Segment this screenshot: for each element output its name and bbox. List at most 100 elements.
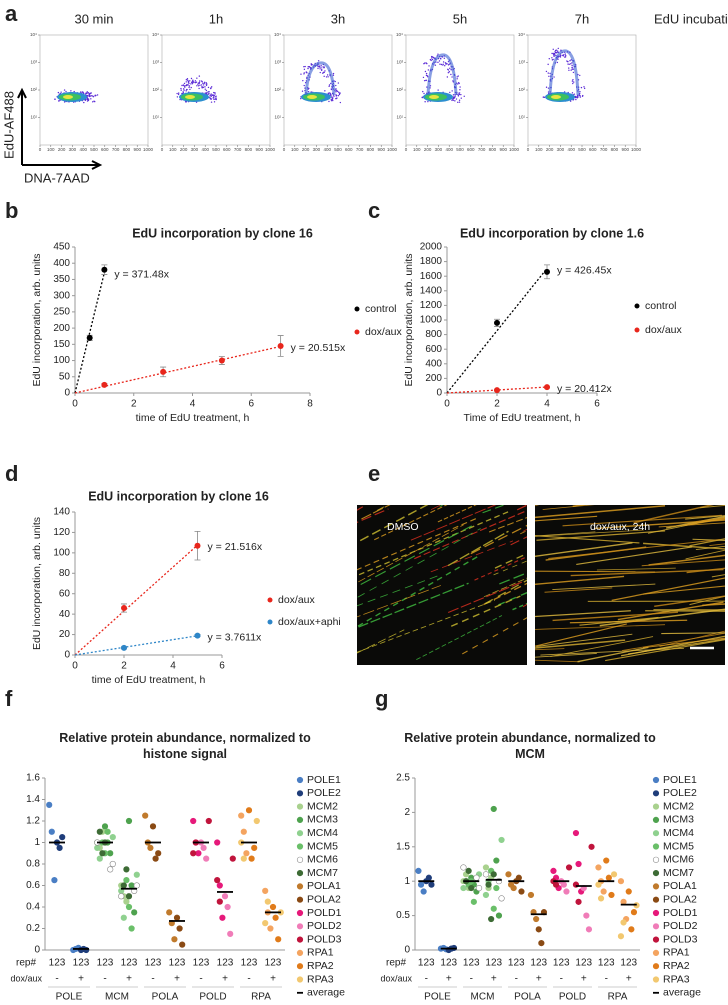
- legend-marker: [354, 306, 360, 312]
- fiber: [493, 560, 527, 576]
- x-tick-label: 500: [90, 147, 98, 152]
- x-tick-label: 1000: [509, 147, 520, 152]
- event-dot: [214, 98, 216, 100]
- event-dot: [571, 80, 574, 82]
- event-dot: [331, 96, 333, 98]
- event-dot: [422, 90, 424, 93]
- point: [218, 357, 225, 364]
- fiber: [621, 635, 725, 657]
- trend-label: y = 426.45x: [557, 264, 612, 276]
- x-tick-label: 300: [69, 147, 77, 152]
- legend-label: MCM6: [307, 854, 338, 866]
- dot: [495, 912, 503, 919]
- event-dot: [458, 101, 461, 103]
- treatment-label: -: [560, 974, 563, 985]
- group-label: RPA: [251, 992, 271, 1003]
- event-dot: [210, 86, 213, 88]
- event-dot: [70, 90, 72, 92]
- fiber: [661, 632, 725, 635]
- legend-label: dox/aux: [365, 326, 403, 338]
- dot: [51, 877, 58, 884]
- dot: [142, 812, 149, 819]
- event-dot: [87, 99, 90, 102]
- fiber: [621, 632, 725, 652]
- point: [194, 542, 201, 549]
- legend-marker: [296, 896, 304, 903]
- legend-label: MCM5: [663, 840, 694, 852]
- event-dot: [305, 71, 308, 73]
- panel-label: g: [375, 686, 388, 711]
- event-dot: [204, 86, 206, 88]
- x-tick-label: 200: [180, 147, 188, 152]
- fiber: [470, 524, 527, 555]
- x-tick-label: 0: [72, 661, 78, 672]
- group-label: POLD: [559, 992, 586, 1003]
- event-dot: [543, 96, 545, 98]
- event-dot: [569, 63, 572, 65]
- timepoint-label: 1h: [209, 11, 223, 26]
- x-tick-label: 600: [467, 147, 475, 152]
- x-tick-label: 500: [212, 147, 220, 152]
- y-tick-label: 2: [404, 807, 410, 818]
- event-dot: [422, 76, 425, 79]
- event-dot: [552, 58, 554, 61]
- density-arc: [548, 49, 580, 96]
- fiber: [361, 505, 391, 520]
- event-dot: [213, 91, 215, 94]
- event-dot: [190, 77, 193, 80]
- x-tick-label: 400: [79, 147, 87, 152]
- event-dot: [303, 73, 305, 75]
- dot: [238, 812, 245, 819]
- event-dot: [54, 98, 56, 100]
- legend-label: MCM4: [663, 827, 694, 839]
- event-dot: [213, 98, 215, 101]
- fiber: [535, 542, 633, 557]
- fiber: [484, 579, 527, 605]
- treatment-label: -: [515, 974, 518, 985]
- y-tick-label: 10⁴: [518, 32, 525, 37]
- event-dot: [575, 98, 577, 101]
- legend-marker: [652, 923, 660, 930]
- event-dot: [442, 61, 445, 63]
- event-dot: [458, 99, 461, 101]
- panel-label: b: [5, 198, 18, 223]
- legend-label: POLA1: [663, 880, 697, 892]
- x-tick-label: 4: [544, 399, 550, 410]
- legend-marker: [652, 856, 660, 863]
- event-dot: [332, 97, 334, 99]
- fiber: [357, 508, 389, 523]
- fiber: [416, 615, 503, 661]
- dot: [179, 941, 186, 948]
- y-tick-label: 10²: [30, 87, 37, 92]
- event-dot: [203, 81, 206, 84]
- dot: [630, 909, 638, 916]
- legend-label: POLD1: [307, 907, 342, 919]
- density-arc: [304, 61, 336, 96]
- dot: [605, 874, 612, 881]
- event-dot: [570, 69, 572, 71]
- y-tick-label: 10¹: [518, 115, 525, 120]
- event-dot: [458, 92, 460, 94]
- event-dot: [559, 56, 562, 58]
- event-dot: [87, 92, 90, 94]
- legend-label: POLD3: [307, 933, 342, 945]
- event-dot: [322, 66, 324, 68]
- fiber: [357, 575, 439, 607]
- axis-arrow: [17, 87, 103, 170]
- fiber: [696, 517, 725, 523]
- dot: [498, 895, 505, 902]
- fiber: [685, 515, 725, 520]
- y-tick-label: 10³: [518, 60, 525, 65]
- event-dot: [448, 71, 451, 73]
- point: [121, 644, 127, 651]
- event-dot: [190, 86, 192, 89]
- event-dot: [199, 80, 201, 82]
- event-dot: [210, 87, 212, 89]
- x-tick-label: 400: [323, 147, 331, 152]
- fiber: [357, 524, 464, 584]
- fiber: [570, 568, 724, 577]
- fiber: [474, 556, 527, 581]
- x-tick-label: 500: [334, 147, 342, 152]
- event-dot: [547, 72, 549, 74]
- event-dot: [455, 98, 458, 100]
